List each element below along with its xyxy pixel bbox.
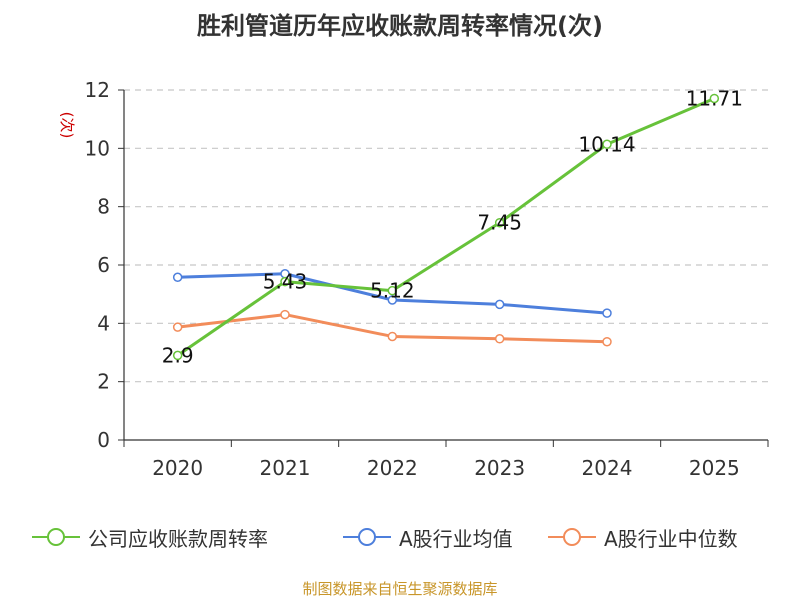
y-axis-label: (次) (58, 112, 76, 139)
y-tick-label: 10 (85, 136, 110, 160)
data-label: 7.45 (477, 211, 522, 235)
legend-marker-company-icon (32, 528, 80, 546)
data-point (387, 295, 398, 305)
x-tick-label: 2022 (367, 456, 418, 480)
data-point (172, 272, 183, 282)
x-tick-label: 2024 (582, 456, 633, 480)
legend-marker-mean-icon (343, 528, 391, 546)
data-point (172, 322, 183, 332)
data-point (709, 93, 720, 104)
legend-label-industry-median: A股行业中位数 (604, 526, 738, 551)
data-point (387, 331, 398, 342)
data-point (387, 285, 398, 296)
data-point (172, 350, 183, 361)
series-line-0 (176, 97, 715, 357)
y-tick-label: 8 (97, 195, 110, 219)
source-note: 制图数据来自恒生聚源数据库 (302, 580, 498, 598)
x-tick-label: 2023 (474, 456, 525, 480)
y-tick-label: 12 (85, 78, 110, 102)
y-tick-label: 4 (97, 311, 110, 335)
legend-item-industry-median[interactable]: A股行业中位数 (548, 522, 738, 552)
x-tick-label: 2021 (260, 456, 311, 480)
x-tick-label: 2020 (152, 456, 203, 480)
legend-marker-median-icon (548, 528, 596, 546)
legend-label-company: 公司应收账款周转率 (88, 526, 268, 551)
data-point (602, 139, 612, 149)
data-label: 11.71 (686, 86, 743, 110)
data-point (494, 217, 505, 228)
data-label: 10.14 (578, 132, 635, 156)
data-label: 5.12 (370, 279, 415, 303)
legend-item-company[interactable]: 公司应收账款周转率 (32, 522, 268, 552)
data-point (280, 309, 290, 320)
data-point (494, 334, 505, 344)
y-tick-label: 6 (97, 253, 110, 277)
data-point (494, 299, 505, 310)
data-label: 2.9 (162, 343, 194, 367)
y-tick-label: 2 (97, 370, 110, 394)
chart-title: 胜利管道历年应收账款周转率情况(次) (197, 12, 603, 40)
data-point (602, 336, 612, 347)
data-point (280, 276, 290, 287)
legend: 公司应收账款周转率 A股行业均值 A股行业中位数 (0, 522, 800, 552)
x-tick-label: 2025 (689, 456, 740, 480)
legend-label-industry-mean: A股行业均值 (399, 526, 513, 551)
data-point (602, 308, 612, 318)
data-label: 5.43 (263, 270, 308, 294)
y-tick-label: 0 (97, 428, 110, 452)
legend-item-industry-mean[interactable]: A股行业均值 (343, 522, 513, 552)
